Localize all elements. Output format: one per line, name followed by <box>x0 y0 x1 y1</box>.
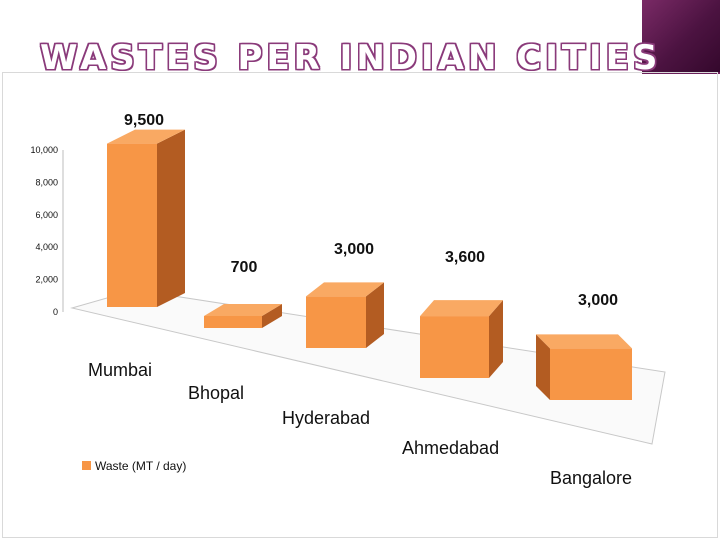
category-label: Ahmedabad <box>402 438 499 458</box>
data-label: 3,600 <box>445 249 485 266</box>
bar-side <box>157 129 185 307</box>
y-tick-label: 4,000 <box>35 242 58 252</box>
legend-swatch <box>82 461 91 470</box>
bar-side <box>489 300 503 378</box>
slide-title: WASTES PER INDIAN CITIES <box>40 38 662 78</box>
y-tick-label: 2,000 <box>35 275 58 285</box>
legend-label: Waste (MT / day) <box>95 459 186 473</box>
legend: Waste (MT / day) <box>82 459 186 473</box>
data-label: 700 <box>231 259 258 276</box>
category-label: Bhopal <box>188 383 244 403</box>
bar-top <box>420 300 503 317</box>
bar-top <box>536 334 632 349</box>
data-label: 3,000 <box>334 241 374 258</box>
bar-mumbai <box>107 143 157 307</box>
category-labels: Mumbai Bhopal Hyderabad Ahmedabad Bangalore <box>88 360 632 488</box>
category-label: Bangalore <box>550 468 632 488</box>
y-tick-label: 6,000 <box>35 210 58 220</box>
bar-hyderabad <box>306 296 366 348</box>
y-axis: 0 2,000 4,000 6,000 8,000 10,000 <box>30 145 64 317</box>
data-label: 9,500 <box>124 112 164 129</box>
bar-bangalore <box>550 348 632 400</box>
data-label: 3,000 <box>578 292 618 309</box>
bars: 9,500 700 3,000 3,600 3,000 <box>107 112 632 400</box>
bar-top <box>306 282 384 297</box>
bar-side <box>366 282 384 348</box>
bar-top <box>107 129 185 144</box>
category-label: Hyderabad <box>282 408 370 428</box>
category-label: Mumbai <box>88 360 152 380</box>
corner-decoration <box>642 0 720 72</box>
bar-side <box>536 334 550 400</box>
bar-side <box>262 303 282 328</box>
bar-bhopal <box>204 315 262 328</box>
y-tick-label: 0 <box>53 307 58 317</box>
bar-top <box>204 303 282 316</box>
y-tick-label: 10,000 <box>30 145 58 155</box>
chart-frame <box>2 72 718 538</box>
corner-rule <box>642 72 720 74</box>
bar-ahmedabad <box>420 316 489 378</box>
y-tick-label: 8,000 <box>35 177 58 187</box>
